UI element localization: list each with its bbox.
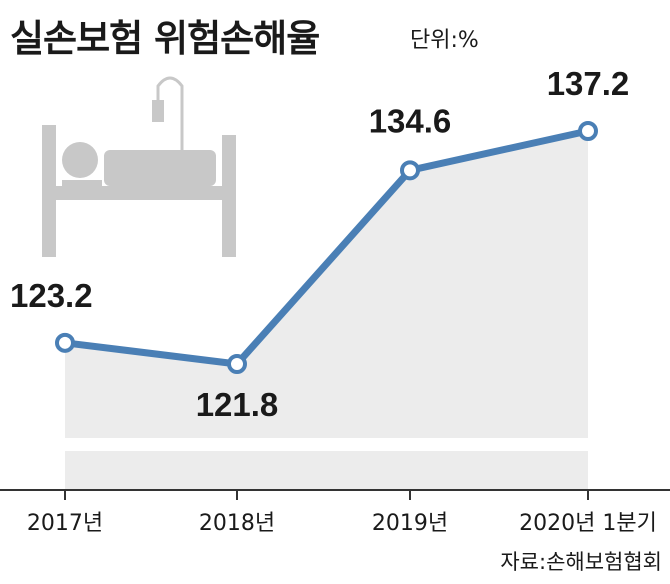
data-point <box>55 332 75 353</box>
area-fill-base <box>65 451 588 490</box>
data-point <box>400 160 420 181</box>
data-point <box>227 354 247 374</box>
x-tick-label: 2019년 <box>372 511 448 536</box>
x-tick-label: 2017년 <box>27 511 103 536</box>
data-label: 137.2 <box>547 65 630 102</box>
source-note: 자료:손해보험협회 <box>500 550 662 574</box>
unit-label: 단위:% <box>410 28 479 53</box>
x-tick-label: 2018년 <box>199 511 275 536</box>
data-label: 121.8 <box>196 386 279 423</box>
hospital-bed-icon <box>42 76 236 257</box>
x-tick-label: 2020년 1분기 <box>519 511 657 536</box>
series-line <box>61 127 592 368</box>
data-label: 123.2 <box>10 277 93 314</box>
data-label: 134.6 <box>369 102 452 139</box>
chart-title: 실손보험 위험손해율 <box>10 17 320 60</box>
data-point <box>578 121 598 141</box>
